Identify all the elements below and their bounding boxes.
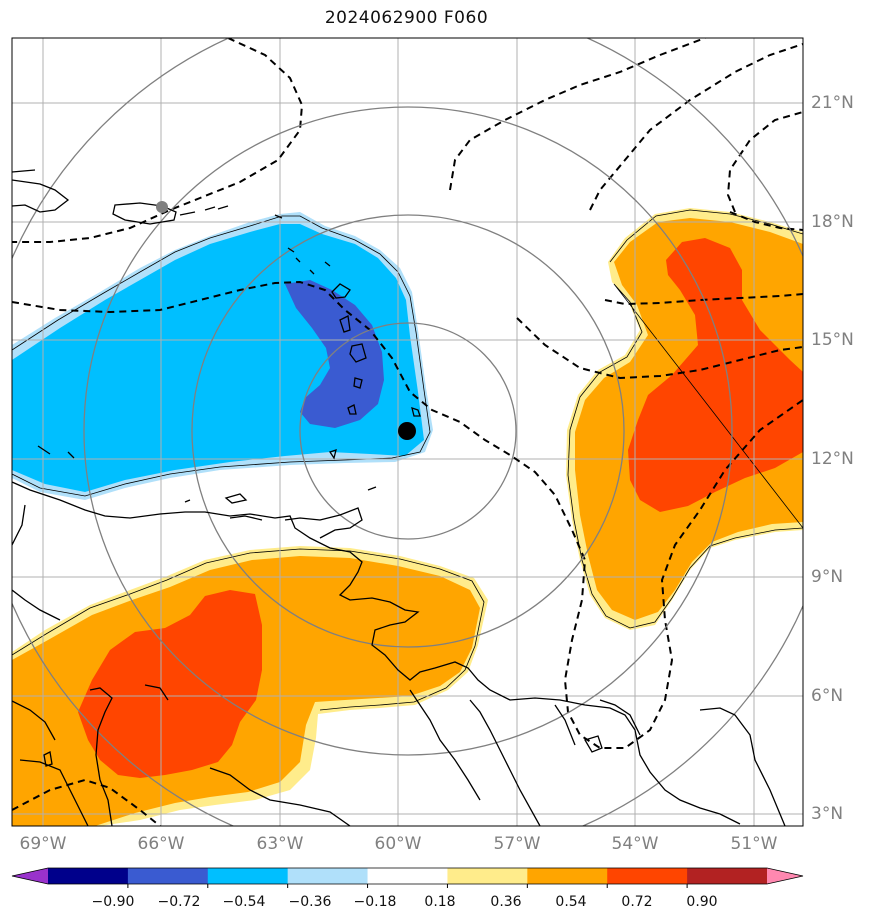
lon-label-54W: 54°W xyxy=(611,834,659,854)
colorbar-segment xyxy=(447,868,528,884)
lat-label-3N: 3°N xyxy=(811,804,844,824)
colorbar-outline xyxy=(11,867,804,885)
positive-anomaly-east-strong xyxy=(628,238,803,512)
lon-label-60W: 60°W xyxy=(374,834,422,854)
colorbar-label-7: 0.36 xyxy=(490,894,522,910)
colorbar-label-1: −0.90 xyxy=(91,894,135,910)
lon-label-66W: 66°W xyxy=(137,834,185,854)
colorbar-segment xyxy=(527,868,608,884)
lon-label-69W: 69°W xyxy=(19,834,67,854)
lat-label-12N: 12°N xyxy=(811,449,854,469)
storm-center-marker xyxy=(398,422,416,440)
colorbar-segment xyxy=(607,868,688,884)
positive-anomaly-south-strong xyxy=(78,590,262,778)
range-rings xyxy=(12,38,803,826)
lat-label-9N: 9°N xyxy=(811,567,844,587)
colorbar-label-4: −0.36 xyxy=(288,894,332,910)
colorbar-label-6: 0.18 xyxy=(424,894,456,910)
map-title: 2024062900 F060 xyxy=(324,8,489,28)
graticule xyxy=(12,38,803,826)
colorbar-segment xyxy=(287,868,369,884)
lat-label-21N: 21°N xyxy=(811,93,854,113)
colorbar-segment xyxy=(127,868,209,884)
anomaly-fills xyxy=(12,208,803,826)
colorbar-segment xyxy=(207,868,289,884)
negative-anomaly-strong xyxy=(285,280,384,428)
colorbar-extend-low xyxy=(12,868,48,884)
colorbar-segment xyxy=(367,868,448,884)
colorbar-label-9: 0.72 xyxy=(621,894,653,910)
colorbar-label-2: −0.72 xyxy=(157,894,201,910)
colorbar-label-8: 0.54 xyxy=(555,894,587,910)
coastlines xyxy=(12,169,786,826)
colorbar-label-5: −0.18 xyxy=(353,894,397,910)
lon-label-51W: 51°W xyxy=(730,834,778,854)
colorbar-extend-high xyxy=(767,868,803,884)
colorbar-segment xyxy=(687,868,768,884)
lon-label-63W: 63°W xyxy=(256,834,304,854)
colorbar-label-10: 0.90 xyxy=(686,894,718,910)
colorbar-segment xyxy=(48,868,129,884)
lat-label-6N: 6°N xyxy=(811,686,844,706)
lat-label-18N: 18°N xyxy=(811,212,854,232)
lon-label-57W: 57°W xyxy=(493,834,541,854)
lat-label-15N: 15°N xyxy=(811,330,854,350)
reference-point-marker xyxy=(156,201,168,213)
colorbar xyxy=(11,867,804,888)
colorbar-label-3: −0.54 xyxy=(222,894,266,910)
map-frame xyxy=(11,37,804,827)
